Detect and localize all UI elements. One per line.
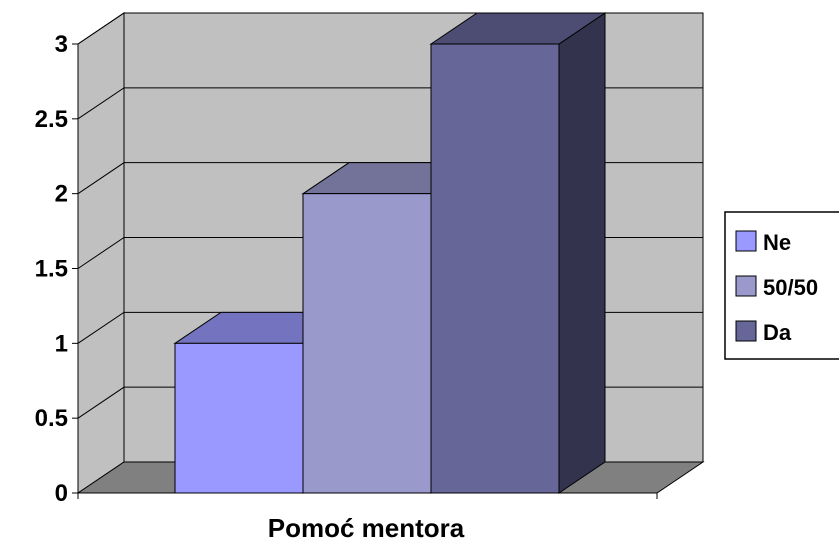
chart-axes	[72, 43, 658, 499]
y-tick-label: 2	[55, 181, 68, 208]
y-tick-label: 3	[55, 31, 68, 58]
bar-front	[430, 43, 560, 494]
legend-swatch	[735, 320, 757, 342]
bar-da	[429, 12, 607, 494]
y-axis-ticks: 0 0.5 1 1.5 2 2.5 3	[35, 31, 68, 507]
legend-item: Da	[735, 320, 792, 345]
x-axis-title: Pomoć mentora	[268, 513, 465, 543]
bar-front	[174, 342, 304, 494]
bar-side	[558, 12, 606, 494]
legend-swatch	[735, 275, 757, 297]
y-tick-label: 0	[55, 480, 68, 507]
legend-label: Ne	[763, 230, 791, 255]
legend-swatch	[735, 230, 757, 252]
y-tick-label: 0.5	[35, 405, 68, 432]
legend-item: Ne	[735, 230, 791, 255]
legend-item: 50/50	[735, 275, 818, 300]
legend: Ne 50/50 Da	[724, 211, 839, 360]
chart-bars	[173, 12, 607, 494]
bar-front	[302, 193, 432, 494]
y-tick-label: 1.5	[35, 256, 68, 283]
y-tick-label: 2.5	[35, 106, 68, 133]
y-tick-label: 1	[55, 330, 68, 357]
legend-label: 50/50	[763, 275, 818, 300]
legend-label: Da	[763, 320, 792, 345]
